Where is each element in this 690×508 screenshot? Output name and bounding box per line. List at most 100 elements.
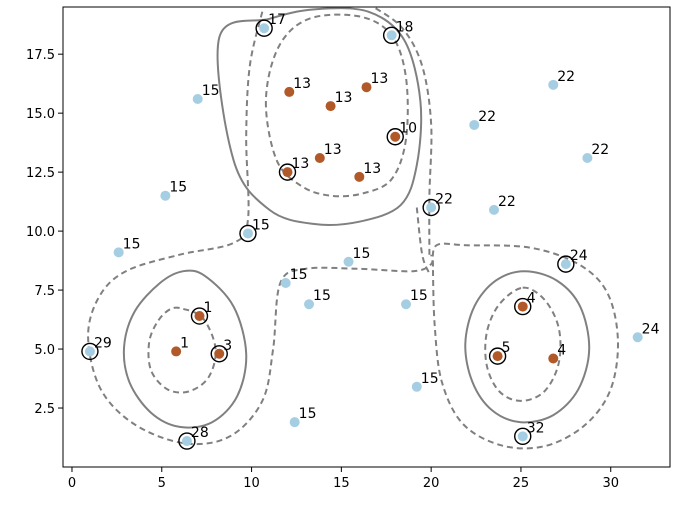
data-point-21 (343, 256, 354, 267)
highlight-ring-32 (81, 342, 99, 361)
x-tick-label-5: 25 (513, 476, 530, 491)
data-point-18 (242, 228, 253, 239)
highlight-ring-10 (514, 297, 532, 316)
y-tick-label-4: 12.5 (26, 166, 55, 181)
point-label-0: 1 (180, 335, 189, 351)
highlight-ring-30 (557, 255, 575, 273)
y-axis: 2.5 5.0 7.5 10.0 12.5 15.0 17.5 (26, 48, 63, 417)
x-tick-label-6: 30 (602, 476, 619, 491)
y-tick-label-2: 7.5 (34, 284, 55, 299)
highlight-ring-13 (255, 19, 273, 37)
point-label-8: 13 (291, 156, 309, 172)
highlight-ring-33 (178, 432, 196, 450)
point-label-23: 15 (421, 371, 439, 387)
data-point-23 (411, 381, 422, 392)
data-point-33 (181, 436, 192, 447)
data-point-17 (113, 247, 124, 258)
data-point-2 (214, 348, 225, 359)
data-point-25 (426, 202, 437, 213)
data-point-12 (492, 351, 503, 362)
y-tick-label-3: 10.0 (26, 225, 55, 240)
point-label-27: 22 (557, 69, 575, 85)
point-label-13: 17 (268, 12, 286, 28)
data-point-22 (401, 299, 412, 310)
point-label-33: 28 (191, 425, 209, 441)
contour-layer (87, 7, 619, 450)
point-label-3: 13 (293, 76, 311, 92)
data-point-0 (171, 346, 182, 357)
contour-line-0 (216, 7, 423, 226)
data-point-9 (390, 131, 401, 142)
data-point-14 (386, 30, 397, 41)
point-label-24: 15 (299, 406, 317, 422)
data-point-5 (361, 82, 372, 93)
x-tick-label-1: 5 (158, 476, 166, 491)
data-point-28 (582, 152, 593, 163)
point-label-34: 32 (527, 420, 545, 436)
point-label-7: 13 (363, 161, 381, 177)
data-point-24 (289, 417, 300, 428)
x-tick-label-3: 15 (333, 476, 350, 491)
data-point-31 (632, 332, 643, 343)
highlight-ring-1 (190, 307, 209, 325)
contour-line-7 (87, 11, 434, 446)
point-label-22: 15 (410, 288, 428, 304)
data-point-6 (314, 152, 325, 163)
data-point-8 (282, 167, 293, 178)
point-label-21: 15 (353, 246, 371, 262)
data-point-34 (517, 431, 528, 442)
point-label-29: 22 (498, 194, 516, 210)
point-label-14: 18 (396, 19, 414, 35)
point-layer (84, 23, 643, 447)
data-point-4 (325, 101, 336, 112)
data-point-29 (489, 204, 500, 215)
data-point-32 (84, 346, 95, 357)
point-label-26: 22 (478, 109, 496, 125)
point-label-11: 4 (557, 342, 566, 358)
data-point-26 (469, 119, 480, 130)
point-label-10: 4 (527, 291, 536, 307)
contour-line-8 (415, 207, 431, 274)
x-tick-label-0: 0 (68, 476, 76, 491)
highlight-ring-2 (210, 345, 228, 363)
highlight-ring-34 (514, 427, 532, 446)
point-label-31: 24 (642, 321, 660, 337)
highlight-ring-18 (239, 224, 257, 243)
point-label-20: 15 (313, 288, 331, 304)
data-point-11 (548, 353, 559, 364)
plot-frame (62, 6, 671, 468)
point-label-30: 24 (570, 248, 588, 264)
data-point-13 (259, 23, 270, 34)
point-label-18: 15 (252, 217, 270, 233)
data-point-30 (560, 259, 571, 270)
point-label-4: 13 (335, 90, 353, 106)
point-label-12: 5 (502, 340, 511, 356)
data-point-1 (194, 311, 205, 322)
point-label-2: 3 (223, 338, 232, 354)
data-point-10 (517, 301, 528, 312)
x-axis: 0 5 10 15 20 25 30 (68, 467, 619, 491)
data-point-7 (354, 171, 365, 182)
y-tick-label-0: 2.5 (34, 402, 55, 417)
highlight-ring-14 (382, 26, 401, 45)
data-point-20 (304, 299, 315, 310)
contour-line-4 (464, 270, 591, 424)
point-label-1: 1 (203, 300, 212, 316)
point-label-9: 10 (399, 121, 417, 137)
ring-layer (81, 19, 575, 450)
point-label-15: 15 (202, 83, 220, 99)
data-point-27 (548, 79, 559, 90)
y-tick-label-1: 5.0 (34, 343, 55, 358)
point-label-19: 15 (290, 267, 308, 283)
point-label-28: 22 (591, 142, 609, 158)
highlight-ring-25 (422, 198, 440, 217)
x-tick-label-4: 20 (423, 476, 440, 491)
y-tick-label-6: 17.5 (26, 48, 55, 63)
point-label-6: 13 (324, 142, 342, 158)
highlight-ring-9 (386, 128, 404, 146)
contour-line-5 (484, 286, 562, 402)
contour-line-3 (147, 306, 217, 394)
highlight-ring-8 (278, 163, 297, 181)
point-label-16: 15 (169, 180, 187, 196)
contour-line-1 (264, 13, 409, 198)
